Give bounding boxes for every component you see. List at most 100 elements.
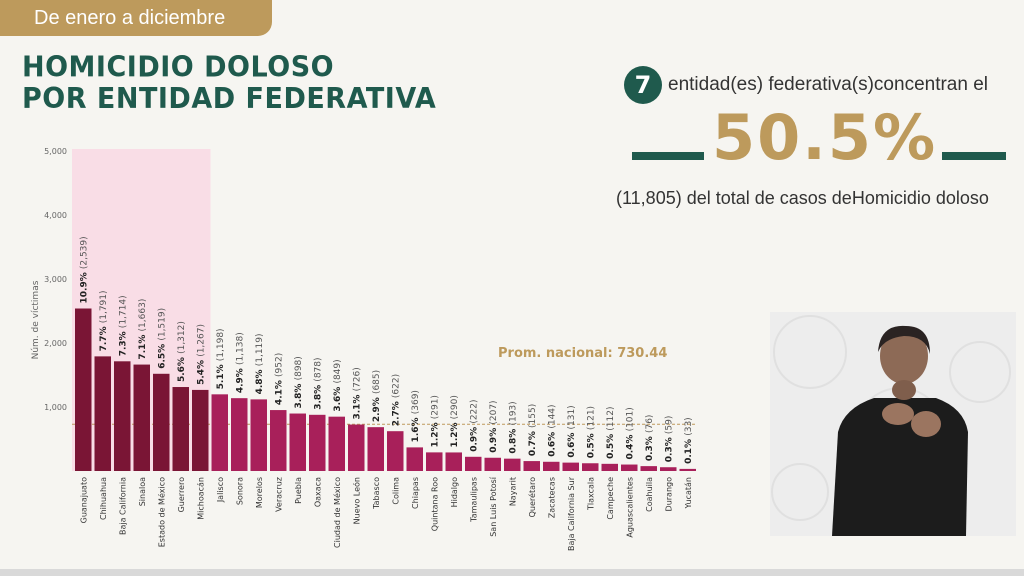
data-label-percent: 0.8% xyxy=(508,426,518,454)
data-label: 0.6% (131) xyxy=(567,405,577,457)
data-label: 0.9% (207) xyxy=(489,400,499,452)
category-label: Ciudad de México xyxy=(332,477,342,548)
bar xyxy=(231,398,248,471)
bar xyxy=(289,413,306,471)
data-label-percent: 7.7% xyxy=(99,323,109,351)
data-label-percent: 3.1% xyxy=(352,391,362,419)
category-label: Campeche xyxy=(606,477,615,520)
bar xyxy=(504,458,521,471)
bar xyxy=(133,364,150,471)
data-label-percent: 7.3% xyxy=(118,328,128,356)
data-label-percent: 0.9% xyxy=(489,425,499,453)
data-label: 5.1% (1,198) xyxy=(216,328,226,389)
data-label-count: (112) xyxy=(606,407,616,431)
sign-language-interpreter xyxy=(770,312,1016,536)
data-label: 5.4% (1,267) xyxy=(196,324,206,385)
data-label: 0.3% (76) xyxy=(645,415,655,462)
bar xyxy=(270,410,287,471)
data-label-count: (1,267) xyxy=(196,324,206,357)
data-label-count: (33) xyxy=(684,417,694,435)
data-label-count: (155) xyxy=(528,404,538,428)
data-label-count: (726) xyxy=(352,367,362,391)
category-label: Colima xyxy=(391,477,400,505)
y-axis-label: Núm. de víctimas xyxy=(31,280,41,359)
y-tick-label: 3,000 xyxy=(44,275,67,284)
data-label-percent: 3.8% xyxy=(313,382,323,410)
data-label-count: (207) xyxy=(489,400,499,424)
data-label-count: (878) xyxy=(313,357,323,381)
data-label-percent: 0.3% xyxy=(645,433,655,461)
data-label: 4.9% (1,138) xyxy=(235,332,245,393)
category-label: Tlaxcala xyxy=(586,477,595,511)
data-label-count: (849) xyxy=(333,359,343,383)
data-label-percent: 3.6% xyxy=(333,384,343,412)
data-label-percent: 2.7% xyxy=(391,398,401,426)
category-label: Querétaro xyxy=(527,477,537,517)
bar xyxy=(387,431,404,471)
category-label: Guerrero xyxy=(177,477,186,512)
summary-total-text: (11,805) del total de casos deHomicidio … xyxy=(616,188,989,208)
bar xyxy=(328,416,345,471)
data-label-percent: 1.2% xyxy=(450,419,460,447)
data-label-count: (1,714) xyxy=(118,295,128,328)
data-label: 7.1% (1,663) xyxy=(138,299,148,360)
average-label: Prom. nacional: 730.44 xyxy=(498,346,667,361)
data-label-percent: 5.4% xyxy=(196,357,206,385)
bar xyxy=(211,394,228,471)
data-label: 7.3% (1,714) xyxy=(118,295,128,356)
data-label: 0.5% (121) xyxy=(586,406,596,458)
data-label-percent: 0.3% xyxy=(664,434,674,462)
data-label: 0.8% (193) xyxy=(508,401,518,453)
data-label-count: (369) xyxy=(411,390,421,414)
category-label: Coahuila xyxy=(645,477,654,512)
title-line-1: HOMICIDIO DOLOSO xyxy=(22,51,335,84)
bar xyxy=(192,389,209,471)
data-label-count: (76) xyxy=(645,415,655,433)
data-label: 2.9% (685) xyxy=(372,370,382,422)
data-label-percent: 3.8% xyxy=(294,380,304,408)
category-label: Yucatán xyxy=(684,477,693,509)
data-label-count: (1,138) xyxy=(235,332,245,365)
data-label: 4.8% (1,119) xyxy=(255,333,265,394)
category-label: Aguascalientes xyxy=(625,477,634,538)
bar-chart: 5,000 4,000 3,000 2,000 1,000 Núm. de víctima… xyxy=(31,147,696,551)
data-label-count: (144) xyxy=(547,404,557,428)
category-label: Nayarit xyxy=(508,477,517,506)
data-label-percent: 4.8% xyxy=(255,366,265,394)
category-label: Veracruz xyxy=(274,477,283,512)
category-label: Quintana Roo xyxy=(430,477,439,531)
data-label: 0.3% (59) xyxy=(664,416,674,463)
category-label: Baja California xyxy=(118,477,127,535)
category-label: Estado de México xyxy=(156,477,166,547)
bar xyxy=(562,462,579,471)
bar xyxy=(660,467,677,471)
bar xyxy=(523,461,540,471)
bar xyxy=(172,387,189,471)
data-label: 6.5% (1,519) xyxy=(157,308,167,369)
data-label-count: (290) xyxy=(450,395,460,419)
data-label-count: (101) xyxy=(625,407,635,431)
bar xyxy=(153,373,170,471)
page-title: HOMICIDIO DOLOSO POR ENTIDAD FEDERATIVA xyxy=(22,51,482,116)
category-label: Nuevo León xyxy=(351,477,361,524)
data-label-count: (2,539) xyxy=(79,236,89,269)
category-label: San Luis Potosí xyxy=(489,476,498,537)
data-label-percent: 0.5% xyxy=(586,430,596,458)
data-label-count: (59) xyxy=(664,416,674,434)
data-label-count: (685) xyxy=(372,370,382,394)
bar xyxy=(445,452,462,471)
bar xyxy=(640,466,657,471)
data-label: 0.5% (112) xyxy=(606,407,616,459)
data-label: 2.7% (622) xyxy=(391,374,401,426)
data-label: 3.8% (898) xyxy=(294,356,304,408)
data-label: 5.6% (1,312) xyxy=(177,321,187,382)
bar xyxy=(406,447,423,471)
bar xyxy=(601,463,618,471)
category-label: Chiapas xyxy=(411,477,420,509)
data-label-percent: 0.4% xyxy=(625,431,635,459)
y-tick-label: 2,000 xyxy=(44,339,67,348)
category-label: Guanajuato xyxy=(79,477,88,523)
category-label: Baja California Sur xyxy=(567,476,576,551)
y-tick-label: 4,000 xyxy=(44,211,67,220)
data-label-count: (1,791) xyxy=(99,290,109,323)
